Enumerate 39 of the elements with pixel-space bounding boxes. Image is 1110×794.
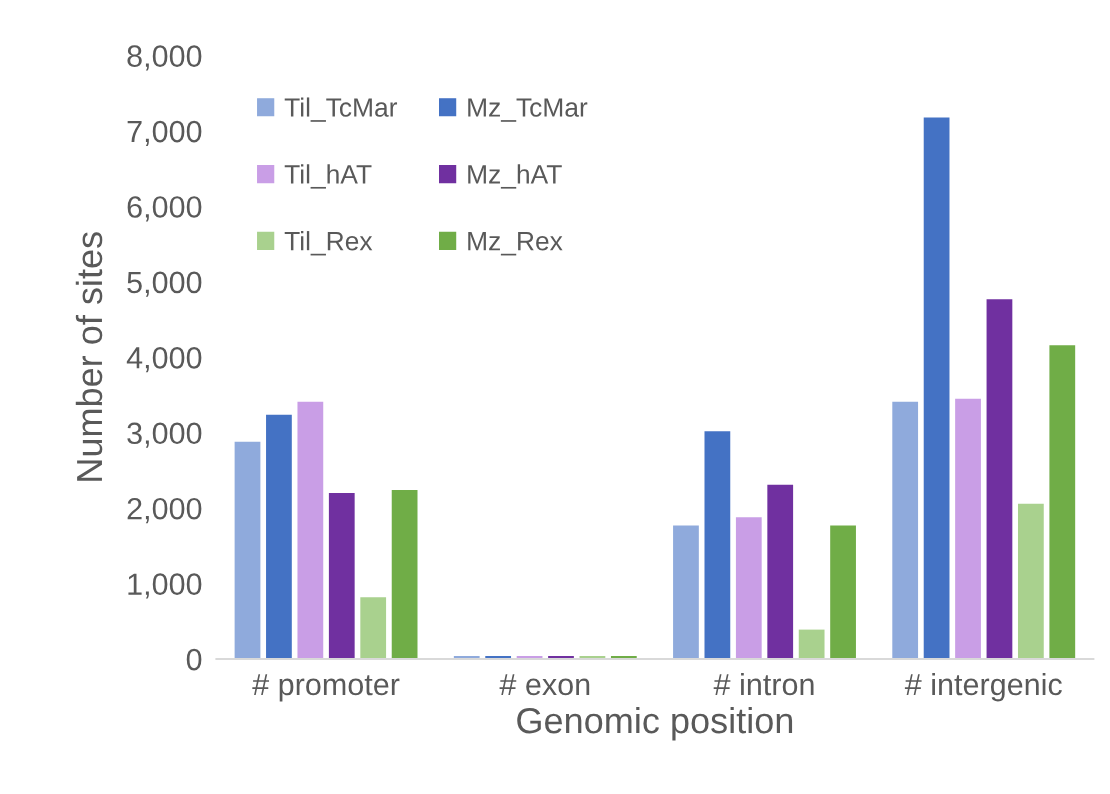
y-tick-label: 0 xyxy=(186,648,202,671)
bar xyxy=(704,431,731,660)
y-tick-label: 8,000 xyxy=(127,45,202,71)
bar xyxy=(955,398,981,660)
legend-label: Mz_hAT xyxy=(468,164,562,189)
y-tick-label: 7,000 xyxy=(127,120,202,146)
y-tick-label: 1,000 xyxy=(128,573,202,599)
legend-label: Mz_Rex xyxy=(468,232,563,256)
y-tick-label: 5,000 xyxy=(127,271,202,297)
bar xyxy=(266,414,292,660)
bar xyxy=(767,484,794,660)
bar xyxy=(923,117,950,660)
x-tick-label: # exon xyxy=(499,674,590,696)
bar xyxy=(1049,345,1076,660)
x-tick-label: # promoter xyxy=(252,674,400,702)
y-tick-label: 6,000 xyxy=(127,196,202,222)
bar xyxy=(830,525,856,660)
bar xyxy=(297,401,324,660)
legend-label: Til_Rex xyxy=(284,231,373,256)
bar xyxy=(986,299,1013,660)
bar xyxy=(360,597,387,660)
bar xyxy=(673,525,699,660)
y-tick-label: 3,000 xyxy=(127,422,202,448)
legend-label: Til_hAT xyxy=(284,164,372,189)
bar xyxy=(798,629,825,660)
bar xyxy=(234,441,261,660)
x-axis-title: Genomic position xyxy=(517,706,793,741)
legend-label: Til_TcMar xyxy=(284,97,398,122)
bar xyxy=(391,490,418,660)
bar xyxy=(735,517,762,660)
x-tick-label: # intergenic xyxy=(904,672,1062,702)
y-tick-label: 4,000 xyxy=(126,347,202,373)
y-tick-label: 2,000 xyxy=(127,497,202,524)
x-tick-label: # intron xyxy=(713,672,814,696)
bar xyxy=(1017,503,1044,660)
y-axis-title: Number of sites xyxy=(75,232,103,481)
bar xyxy=(892,401,919,660)
legend-label: Mz_TcMar xyxy=(468,98,588,122)
bar xyxy=(328,493,355,660)
